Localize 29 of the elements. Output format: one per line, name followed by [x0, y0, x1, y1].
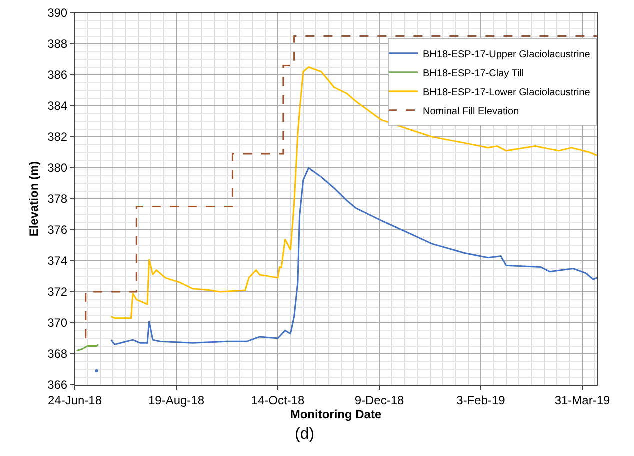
y-tick-label: 374 [48, 254, 68, 268]
line-series [76, 344, 100, 352]
y-tick-label: 376 [48, 223, 68, 238]
x-tick-label: 14-Oct-18 [251, 393, 305, 408]
y-tick-label: 384 [48, 99, 68, 114]
y-tick-label: 386 [48, 68, 68, 82]
y-tick-label: 380 [48, 161, 68, 176]
y-tick-label: 368 [48, 347, 68, 362]
legend-label: BH18-ESP-17-Lower Glaciolacustrine [423, 87, 591, 98]
y-tick-label: 370 [48, 316, 68, 330]
text: (d) [295, 426, 315, 443]
y-tick-label: 390 [48, 6, 68, 20]
y-tick-label: 372 [48, 285, 68, 300]
legend-label: Nominal Fill Elevation [423, 106, 520, 118]
legend-label: BH18-ESP-17-Clay Till [423, 68, 524, 80]
y-tick-label: 366 [48, 378, 68, 392]
y-tick-label: 378 [48, 192, 68, 206]
line-series [110, 167, 597, 346]
legend-label: BH18-ESP-17-Upper Glaciolacustrine [423, 49, 591, 60]
x-tick-label: 19-Aug-18 [148, 393, 205, 408]
y-tick-label: 388 [48, 37, 68, 52]
x-tick-label: 9-Dec-18 [354, 393, 404, 408]
x-tick-label: 24-Jun-18 [48, 393, 102, 408]
x-tick-label: 3-Feb-19 [456, 393, 506, 408]
line-series [110, 66, 597, 320]
x-axis-title: Monitoring Date [290, 407, 382, 422]
y-tick-label: 382 [48, 130, 68, 144]
x-tick-label: 31-Mar-19 [554, 393, 610, 408]
y-axis-title: Elevation (m) [26, 161, 41, 237]
